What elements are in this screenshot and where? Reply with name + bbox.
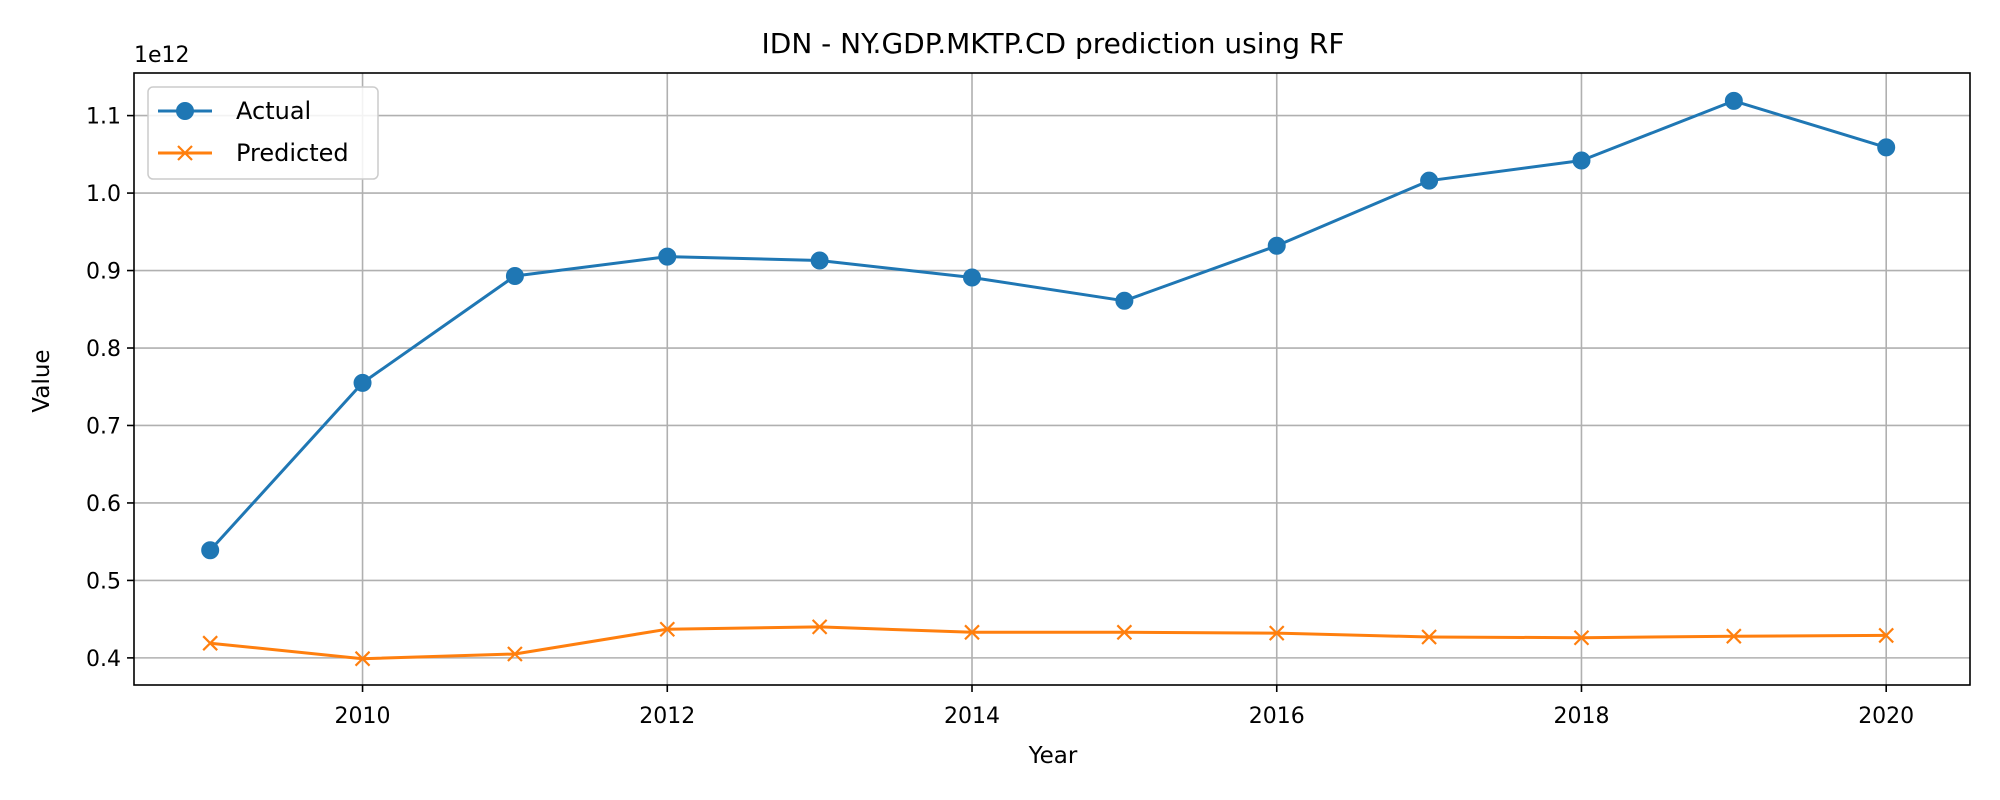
y-axis-offset-label: 1e12 (134, 43, 190, 68)
legend-actual-label: Actual (236, 97, 311, 125)
data-point-predicted (354, 650, 371, 667)
data-point-predicted (1726, 628, 1742, 644)
data-point-predicted (659, 621, 676, 638)
series-line-predicted (210, 625, 1887, 661)
y-tick-label: 0.8 (86, 337, 121, 362)
data-point-predicted (1573, 629, 1590, 646)
data-point-actual (505, 266, 524, 285)
legend-predicted-label: Predicted (236, 139, 349, 167)
legend-predicted-swatch (158, 145, 212, 161)
x-tick-label: 2010 (335, 704, 391, 729)
legend-marker (176, 102, 194, 120)
grid (134, 73, 1970, 685)
x-tick-label: 2014 (944, 704, 1000, 729)
legend: Actual Predicted (147, 86, 379, 180)
series-layer (201, 91, 1896, 667)
y-tick-label: 0.6 (86, 492, 121, 517)
data-point-actual (1877, 138, 1896, 157)
data-point-predicted (1268, 625, 1285, 641)
data-point-actual (1267, 236, 1286, 255)
data-point-predicted (1878, 627, 1894, 644)
data-point-predicted (811, 619, 828, 635)
series-actual (201, 91, 1896, 560)
y-tick-label: 0.9 (86, 260, 121, 285)
data-point-actual (810, 251, 829, 270)
x-axis-ticks: 2010 2012 2014 2016 2018 2020 (335, 685, 1914, 729)
data-point-actual (353, 373, 372, 392)
y-axis-label: Value (29, 349, 55, 412)
x-tick-label: 2020 (1858, 704, 1914, 729)
x-tick-label: 2016 (1249, 704, 1305, 729)
plot-frame (133, 72, 1971, 686)
y-tick-label: 1.1 (86, 105, 121, 130)
y-tick-label: 0.7 (86, 414, 121, 439)
y-tick-label: 0.4 (86, 647, 121, 672)
x-tick-label: 2018 (1553, 704, 1609, 729)
data-point-actual (201, 541, 220, 560)
data-point-predicted (1116, 624, 1133, 641)
data-point-predicted (507, 646, 523, 662)
x-tick-label: 2012 (639, 704, 695, 729)
data-point-actual (1572, 151, 1591, 170)
series-predicted (202, 619, 1894, 667)
chart-title: IDN - NY.GDP.MKTP.CD prediction using RF (762, 27, 1345, 60)
legend-marker (177, 145, 193, 161)
data-point-predicted (964, 624, 980, 641)
y-axis-ticks: 0.4 0.5 0.6 0.7 0.8 0.9 1.0 1.1 (86, 105, 134, 672)
series-line-actual (209, 99, 1887, 552)
data-point-actual (658, 247, 677, 266)
data-point-actual (1115, 291, 1134, 310)
y-tick-label: 1.0 (86, 182, 121, 207)
data-point-actual (963, 268, 982, 287)
legend-actual-swatch (158, 102, 212, 120)
data-point-actual (1420, 171, 1439, 190)
y-tick-label: 0.5 (86, 569, 121, 594)
data-point-actual (1724, 91, 1743, 110)
data-point-predicted (202, 635, 218, 651)
data-point-predicted (1421, 629, 1437, 645)
x-axis-label: Year (1028, 743, 1078, 769)
